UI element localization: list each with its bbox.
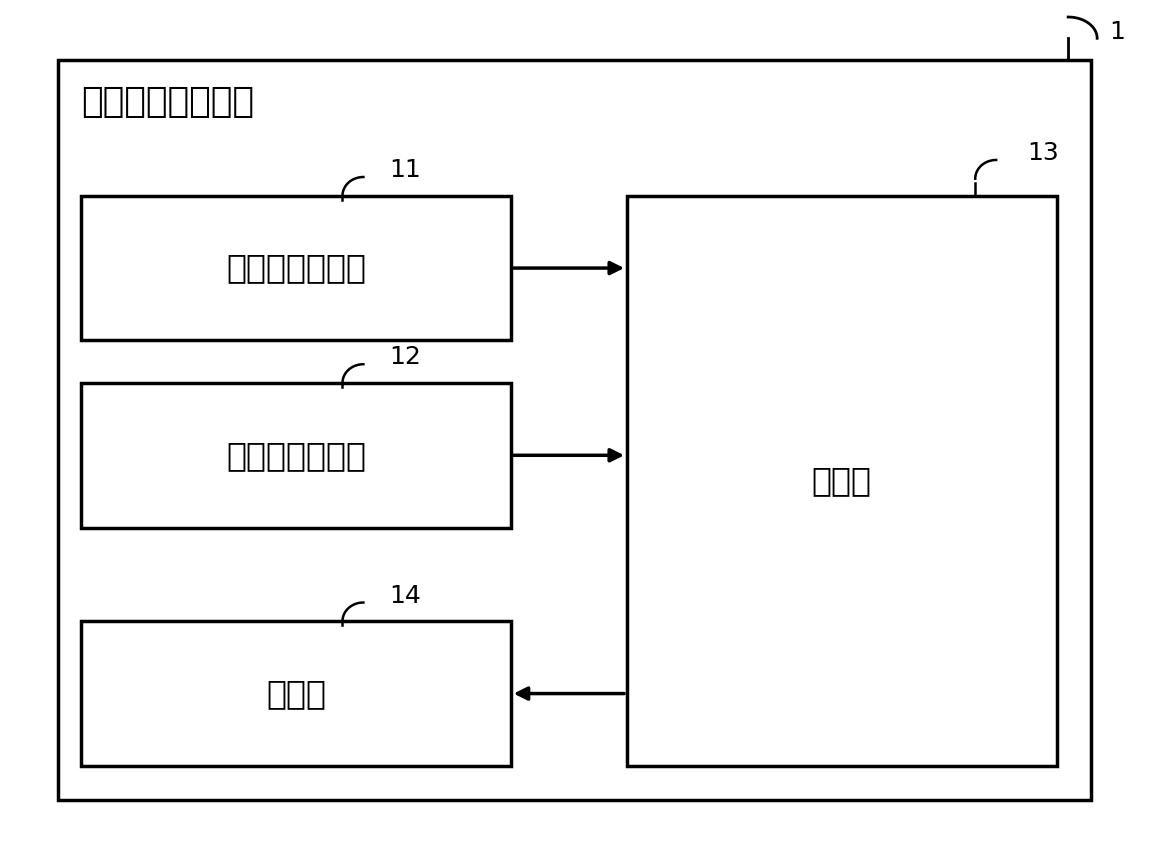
Bar — [81, 621, 511, 766]
Text: 13: 13 — [1027, 141, 1059, 165]
Text: 生体信息测量装置: 生体信息测量装置 — [81, 85, 254, 119]
Text: 11: 11 — [389, 158, 420, 182]
Bar — [81, 383, 511, 528]
Bar — [81, 196, 511, 340]
Text: 生体信息测量部: 生体信息测量部 — [226, 252, 366, 284]
Text: 12: 12 — [389, 346, 420, 369]
Text: 通信部: 通信部 — [266, 677, 326, 710]
Bar — [627, 196, 1057, 766]
Bar — [58, 60, 1091, 800]
Text: 14: 14 — [389, 584, 420, 608]
Text: 位置信息测量部: 位置信息测量部 — [226, 439, 366, 471]
Text: 控制部: 控制部 — [812, 465, 872, 497]
Text: 1: 1 — [1109, 20, 1125, 44]
